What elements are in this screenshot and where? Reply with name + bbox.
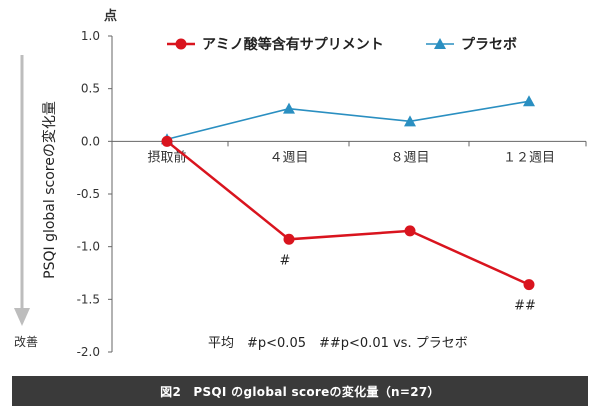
data-point: [404, 225, 416, 237]
y-tick-label: -1.5: [77, 292, 100, 306]
legend-label: アミノ酸等含有サプリメント: [202, 36, 384, 53]
y-tick-label: 1.0: [81, 29, 100, 43]
y-axis-title: PSQI global scoreの変化量: [41, 101, 58, 279]
data-point: [161, 135, 173, 147]
data-point: [523, 279, 535, 291]
y-tick-label: -2.0: [77, 345, 100, 359]
x-tick-label: ４週目: [269, 150, 308, 165]
data-point: [283, 233, 295, 245]
significance-label: ##: [514, 299, 536, 314]
x-tick-label: １２週目: [503, 150, 555, 165]
improvement-arrow-head: [14, 308, 30, 326]
y-tick-label: -1.0: [77, 240, 100, 254]
legend-marker: [175, 38, 187, 50]
data-point: [523, 95, 535, 107]
series-line: [166, 140, 530, 286]
significance-label: #: [280, 253, 291, 268]
statistics-note: 平均 #p<0.05 ##p<0.01 vs. プラセボ: [208, 336, 468, 351]
legend-label: プラセボ: [461, 37, 517, 53]
improvement-label: 改善: [14, 334, 38, 349]
data-point: [404, 115, 416, 127]
y-unit-label: 点: [104, 8, 117, 24]
x-tick-label: ８週目: [390, 150, 429, 165]
y-tick-label: 0.0: [81, 134, 100, 148]
y-tick-label: -0.5: [77, 187, 100, 201]
x-tick-label: 摂取前: [147, 149, 186, 165]
chart: 1.0 0.5 0.0 -0.5 -1.0 -1.5 -2.0 摂取前 ４週目 ８週目 １２週目 点 P…: [14, 8, 587, 359]
series-line: [166, 100, 530, 141]
y-tick-label: 0.5: [81, 82, 100, 96]
legend-marker: [434, 38, 446, 49]
data-point: [283, 102, 295, 114]
figure-caption: 図2 PSQI のglobal scoreの変化量（n=27）: [12, 376, 588, 406]
